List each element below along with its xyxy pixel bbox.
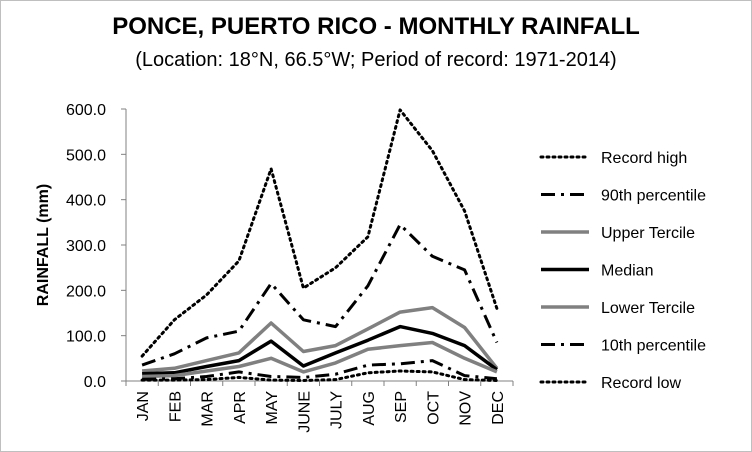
series-line-median	[142, 324, 498, 376]
series-line-lower-tercile	[142, 340, 498, 379]
legend-label-upper-tercile: Upper Tercile	[601, 225, 695, 242]
x-tick-label: APR	[232, 391, 249, 424]
x-tick-label: AUG	[361, 391, 378, 426]
x-tick-label: FEB	[167, 391, 184, 422]
x-tick-label: JUNE	[296, 391, 313, 433]
y-axis-title: RAINFALL (mm)	[35, 184, 52, 306]
x-tick-label: JULY	[329, 391, 346, 429]
chart-title: PONCE, PUERTO RICO - MONTHLY RAINFALL	[112, 13, 640, 40]
x-tick-label: DEC	[490, 391, 507, 425]
legend-label-90th-percentile: 90th percentile	[601, 188, 706, 205]
x-tick-label: MAY	[264, 391, 281, 425]
y-tick-label: 0.0	[84, 374, 106, 391]
series-line-10th-percentile	[142, 359, 498, 381]
x-tick-label: MAR	[200, 391, 217, 427]
series-line-90th-percentile	[141, 223, 499, 367]
series-line-record-high	[140, 108, 499, 358]
y-tick-label: 200.0	[66, 283, 106, 300]
x-tick-label: JAN	[135, 391, 152, 421]
y-tick-label: 300.0	[66, 238, 106, 255]
series-line-upper-tercile	[141, 305, 499, 373]
legend-label-median: Median	[601, 263, 653, 280]
y-tick-label: 500.0	[66, 147, 106, 164]
legend-label-record-low: Record low	[601, 375, 681, 392]
y-tick-label: 400.0	[66, 193, 106, 210]
y-tick-label: 100.0	[66, 329, 106, 346]
legend-label-record-high: Record high	[601, 150, 687, 167]
x-tick-label: SEP	[393, 391, 410, 423]
legend-label-lower-tercile: Lower Tercile	[601, 300, 695, 317]
y-tick-label: 600.0	[66, 102, 106, 119]
legend-label-10th-percentile: 10th percentile	[601, 338, 706, 355]
x-tick-label: OCT	[425, 391, 442, 425]
chart-subtitle: (Location: 18°N, 66.5°W; Period of recor…	[135, 49, 617, 71]
series-line-record-low	[140, 369, 499, 382]
x-tick-label: NOV	[458, 391, 475, 426]
